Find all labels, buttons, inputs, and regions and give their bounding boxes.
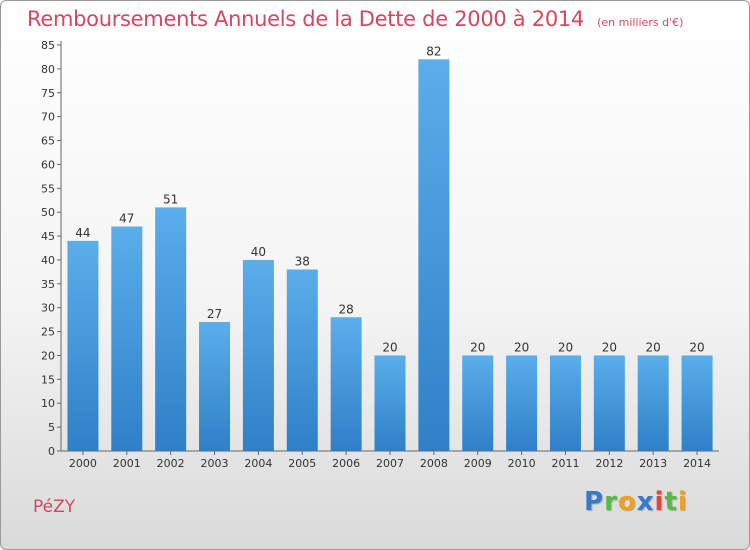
x-tick-label-2001: 2001 [113, 457, 141, 470]
x-tick-label-2014: 2014 [683, 457, 711, 470]
bar-2004 [242, 259, 274, 451]
value-label-2010: 20 [514, 340, 529, 354]
y-tick-label: 40 [41, 254, 55, 267]
bar-2003 [199, 322, 231, 451]
x-tick-label-2011: 2011 [551, 457, 579, 470]
commune-name: PéZY [33, 497, 76, 517]
x-tick-label-2000: 2000 [69, 457, 97, 470]
y-tick-label: 25 [41, 326, 55, 339]
x-tick-label-2002: 2002 [157, 457, 185, 470]
bar-2012 [593, 355, 625, 451]
bar-2000 [67, 240, 99, 451]
chart-title-row: Remboursements Annuels de la Dette de 20… [27, 7, 683, 31]
y-tick-label: 0 [48, 445, 55, 458]
y-tick-label: 75 [41, 87, 55, 100]
value-label-2014: 20 [689, 340, 704, 354]
y-tick-label: 10 [41, 397, 55, 410]
bar-2011 [549, 355, 581, 451]
bar-2007 [374, 355, 406, 451]
proxiti-logo: Proxiti [584, 487, 688, 517]
value-label-2002: 51 [163, 192, 178, 206]
y-tick-label: 60 [41, 158, 55, 171]
y-tick-label: 80 [41, 63, 55, 76]
y-tick-label: 35 [41, 278, 55, 291]
x-tick-label-2013: 2013 [639, 457, 667, 470]
y-tick-label: 20 [41, 349, 55, 362]
y-tick-label: 30 [41, 302, 55, 315]
x-tick-label-2009: 2009 [464, 457, 492, 470]
bar-2014 [681, 355, 713, 451]
bar-2005 [286, 269, 318, 451]
x-tick-label-2007: 2007 [376, 457, 404, 470]
bar-2006 [330, 317, 362, 451]
value-label-2006: 28 [338, 302, 353, 316]
x-tick-label-2008: 2008 [420, 457, 448, 470]
x-tick-label-2005: 2005 [288, 457, 316, 470]
value-label-2005: 38 [295, 254, 310, 268]
y-tick-label: 15 [41, 373, 55, 386]
x-tick-label-2006: 2006 [332, 457, 360, 470]
value-label-2012: 20 [602, 340, 617, 354]
x-tick-label-2003: 2003 [201, 457, 229, 470]
y-tick-label: 85 [41, 39, 55, 52]
value-label-2008: 82 [426, 44, 441, 58]
chart-title: Remboursements Annuels de la Dette de 20… [27, 7, 584, 31]
value-label-2004: 40 [251, 245, 266, 259]
y-tick-label: 70 [41, 111, 55, 124]
chart-unit: (en milliers d'€) [597, 16, 684, 29]
value-label-2009: 20 [470, 340, 485, 354]
value-label-2013: 20 [646, 340, 661, 354]
bar-2010 [506, 355, 538, 451]
bar-2002 [155, 207, 187, 451]
bar-2013 [637, 355, 669, 451]
y-tick-label: 45 [41, 230, 55, 243]
x-tick-label-2010: 2010 [508, 457, 536, 470]
value-label-2000: 44 [75, 226, 90, 240]
y-tick-label: 55 [41, 182, 55, 195]
y-tick-label: 65 [41, 135, 55, 148]
x-tick-label-2004: 2004 [244, 457, 272, 470]
value-label-2011: 20 [558, 340, 573, 354]
value-label-2003: 27 [207, 307, 222, 321]
value-label-2007: 20 [382, 340, 397, 354]
bar-2001 [111, 226, 143, 451]
y-tick-label: 5 [48, 421, 55, 434]
bar-2008 [418, 59, 450, 452]
y-tick-label: 50 [41, 206, 55, 219]
x-tick-label-2012: 2012 [595, 457, 623, 470]
bar-2009 [462, 355, 494, 451]
value-label-2001: 47 [119, 212, 134, 226]
